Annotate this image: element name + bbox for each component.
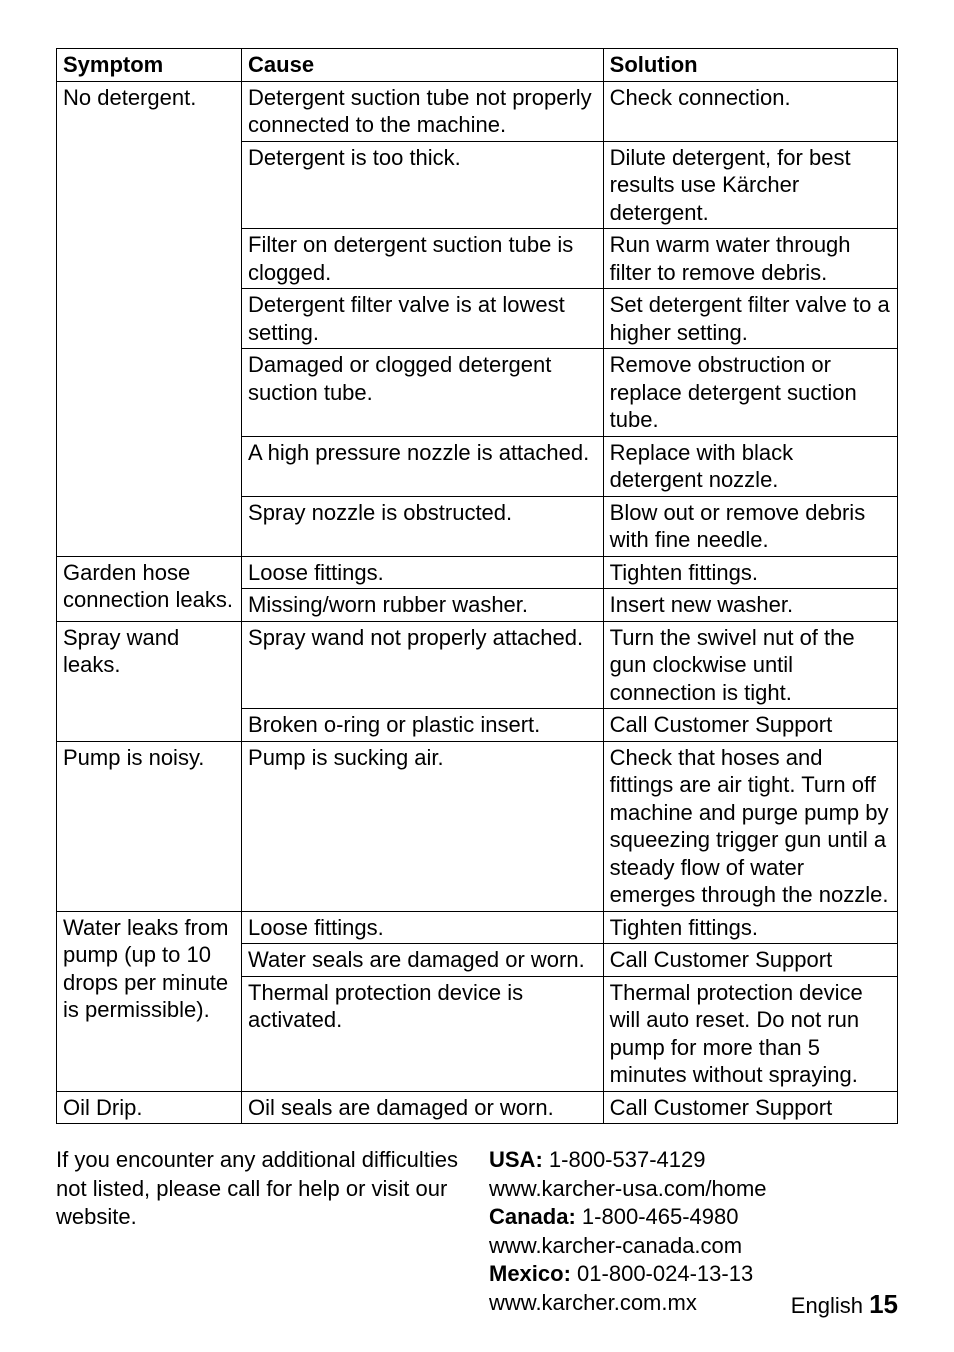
cell-solution: Check that hoses and fittings are air ti… xyxy=(603,741,897,911)
cell-symptom: Garden hose connection leaks. xyxy=(57,556,242,621)
footer-page-number: 15 xyxy=(869,1289,898,1319)
canada-phone: 1-800-465-4980 xyxy=(582,1204,739,1229)
cell-cause: Detergent filter valve is at lowest sett… xyxy=(242,289,604,349)
cell-cause: Loose fittings. xyxy=(242,556,604,589)
cell-solution: Call Customer Support xyxy=(603,944,897,977)
cell-symptom: Oil Drip. xyxy=(57,1091,242,1124)
cell-cause: Water seals are damaged or worn. xyxy=(242,944,604,977)
cell-solution: Call Customer Support xyxy=(603,1091,897,1124)
canada-label: Canada: xyxy=(489,1204,576,1229)
troubleshooting-table: Symptom Cause Solution No detergent. Det… xyxy=(56,48,898,1124)
cell-cause: Loose fittings. xyxy=(242,911,604,944)
mexico-phone: 01-800-024-13-13 xyxy=(577,1261,753,1286)
cell-solution: Call Customer Support xyxy=(603,709,897,742)
cell-cause: Damaged or clogged detergent suction tub… xyxy=(242,349,604,437)
cell-cause: A high pressure nozzle is attached. xyxy=(242,436,604,496)
page-footer: English 15 xyxy=(791,1289,898,1320)
cell-cause: Oil seals are damaged or worn. xyxy=(242,1091,604,1124)
cell-cause: Missing/worn rubber washer. xyxy=(242,589,604,622)
header-cause: Cause xyxy=(242,49,604,82)
cell-solution: Tighten fittings. xyxy=(603,911,897,944)
mexico-label: Mexico: xyxy=(489,1261,571,1286)
usa-web: www.karcher-usa.com/home xyxy=(489,1175,898,1204)
cell-solution: Check connection. xyxy=(603,81,897,141)
usa-label: USA: xyxy=(489,1147,543,1172)
cell-solution: Turn the swivel nut of the gun clockwise… xyxy=(603,621,897,709)
cell-symptom: Water leaks from pump (up to 10 drops pe… xyxy=(57,911,242,1091)
header-symptom: Symptom xyxy=(57,49,242,82)
cell-cause: Pump is sucking air. xyxy=(242,741,604,911)
cell-solution: Remove obstruction or replace detergent … xyxy=(603,349,897,437)
table-row: Spray wand leaks. Spray wand not properl… xyxy=(57,621,898,709)
cell-solution: Run warm water through filter to remove … xyxy=(603,229,897,289)
cell-cause: Spray wand not properly attached. xyxy=(242,621,604,709)
table-row: Oil Drip. Oil seals are damaged or worn.… xyxy=(57,1091,898,1124)
cell-solution: Blow out or remove debris with fine need… xyxy=(603,496,897,556)
cell-cause: Broken o-ring or plastic insert. xyxy=(242,709,604,742)
cell-cause: Thermal protection device is activated. xyxy=(242,976,604,1091)
cell-solution: Thermal protection device will auto rese… xyxy=(603,976,897,1091)
cell-cause: Detergent is too thick. xyxy=(242,141,604,229)
header-solution: Solution xyxy=(603,49,897,82)
cell-cause: Detergent suction tube not properly conn… xyxy=(242,81,604,141)
table-row: Garden hose connection leaks. Loose fitt… xyxy=(57,556,898,589)
cell-symptom: Pump is noisy. xyxy=(57,741,242,911)
canada-web: www.karcher-canada.com xyxy=(489,1232,898,1261)
cell-symptom: No detergent. xyxy=(57,81,242,556)
usa-phone: 1-800-537-4129 xyxy=(549,1147,706,1172)
contact-section: If you encounter any additional difficul… xyxy=(56,1146,898,1318)
cell-cause: Filter on detergent suction tube is clog… xyxy=(242,229,604,289)
cell-solution: Insert new washer. xyxy=(603,589,897,622)
cell-cause: Spray nozzle is obstructed. xyxy=(242,496,604,556)
table-row: No detergent. Detergent suction tube not… xyxy=(57,81,898,141)
cell-solution: Replace with black detergent nozzle. xyxy=(603,436,897,496)
footer-language: English xyxy=(791,1293,863,1318)
cell-symptom: Spray wand leaks. xyxy=(57,621,242,741)
cell-solution: Dilute detergent, for best results use K… xyxy=(603,141,897,229)
help-note: If you encounter any additional difficul… xyxy=(56,1146,465,1318)
table-row: Water leaks from pump (up to 10 drops pe… xyxy=(57,911,898,944)
table-row: Pump is noisy. Pump is sucking air. Chec… xyxy=(57,741,898,911)
cell-solution: Tighten fittings. xyxy=(603,556,897,589)
cell-solution: Set detergent filter valve to a higher s… xyxy=(603,289,897,349)
